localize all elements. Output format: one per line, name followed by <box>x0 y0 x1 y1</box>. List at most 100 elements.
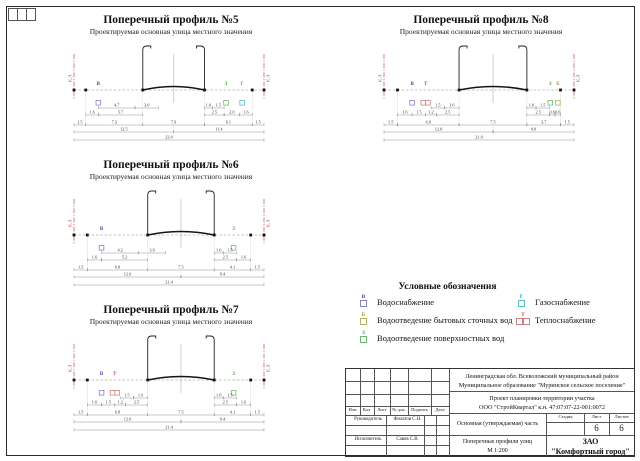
cross-profile-svg: К.Л К.Л В З 4.2 3.0 1.0 1.5 1.6 5.2 2.5 1.6 1.5 6.8 7.… <box>68 190 271 287</box>
stamp-region: Ленинградская обл. Всеволожский муниципа… <box>450 370 634 392</box>
dimension-label: 9.4 <box>220 417 226 422</box>
red-line-label: К.Л <box>576 75 581 82</box>
legend-letter: В <box>361 294 366 300</box>
dimension-label: 2.5 <box>212 110 217 115</box>
stamp-col-data: Дата <box>435 407 445 412</box>
water-supply-icon: В <box>357 294 370 307</box>
dimension-label: 6.8 <box>426 120 431 125</box>
profile-5-drawing: К.Л К.Л В З Г 4.7 3.0 1.0 1.5 1.6 5.7 2.5 2.0 1.6 1.5 7… <box>66 42 276 153</box>
red-line-label: К.Л <box>68 75 73 82</box>
dimension-label: 6.8 <box>115 410 120 415</box>
dimension-label: 2.5 <box>535 110 540 115</box>
stamp-doc-line1: Поперечные профили улиц <box>462 439 533 445</box>
stamp-role-name: Филатов С.Н. <box>393 417 422 422</box>
profile-6-title: Поперечный профиль №6 <box>103 159 239 171</box>
drawing-frame <box>6 6 635 456</box>
stamp-org-line1: ЗАО <box>582 437 599 446</box>
stamp-sheet-value: 6 <box>594 423 599 433</box>
dimension-label: 1.5 <box>255 120 260 125</box>
dimension-label: 7.3 <box>112 120 117 125</box>
profile-5-title: Поперечный профиль №5 <box>103 14 239 26</box>
utility-letter: В <box>410 82 414 87</box>
stamp-sheets-header: Листов <box>614 414 629 419</box>
legend-letter: Т <box>521 312 525 318</box>
dimension-label: 1.0 <box>216 393 221 398</box>
utility-letter: З <box>225 82 228 87</box>
stamp-organization: ЗАО "Комфортный город" <box>547 436 634 457</box>
dimension-label: 1.5 <box>388 120 393 125</box>
profile-block-7: Поперечный профиль №7 Проектируемая осно… <box>66 304 276 443</box>
stamp-doc-scale: М 1:200 <box>487 448 508 454</box>
legend-item-surface-drainage: З Водоотведение поверхностных вод <box>357 330 504 343</box>
dimension-label: 2.5 <box>445 110 450 115</box>
utility-square-icon <box>547 100 553 106</box>
stamp-col-kol: Кол. <box>362 407 372 412</box>
utility-letter: Г <box>241 82 244 87</box>
dimension-label: 12.0 <box>124 417 132 422</box>
dimension-label: 2.5 <box>223 400 228 405</box>
dimension-label: 1.5 <box>216 103 221 108</box>
utility-letter: Б <box>556 82 560 87</box>
profile-block-6: Поперечный профиль №6 Проектируемая осно… <box>66 159 276 298</box>
dimension-label: 1.5 <box>106 400 111 405</box>
dimension-label: 7.5 <box>178 265 183 270</box>
utility-letter: З <box>232 372 235 377</box>
legend-item-domestic-sewage: Б Водоотведение бытовых сточных вод <box>357 312 512 325</box>
utility-square-icon <box>223 100 229 106</box>
profile-7-title: Поперечный профиль №7 <box>103 304 239 316</box>
dimension-label: 4.1 <box>230 265 235 270</box>
dimension-label: 1.0 <box>216 248 221 253</box>
utility-letter: З <box>232 227 235 232</box>
stamp-project-line1: Проект планировки территории участка <box>489 395 595 402</box>
stamp-role-name: Савов С.В. <box>396 437 419 442</box>
utility-letter: В <box>100 227 104 232</box>
dimension-label: 1.5 <box>78 265 83 270</box>
surface-drainage-icon: З <box>357 330 370 343</box>
dimension-label: 1.5 <box>255 410 260 415</box>
utility-square-icon <box>98 245 105 251</box>
profile-7-subtitle: Проектируемая основная улица местного зн… <box>89 317 253 326</box>
red-line-label: К.Л <box>378 75 383 82</box>
corner-mark <box>8 8 36 21</box>
dimension-label: 1.5 <box>565 120 570 125</box>
legend-item-water: В Водоснабжение <box>357 294 434 307</box>
dimension-label: 12.5 <box>120 127 128 132</box>
dimension-label: 6.8 <box>115 265 120 270</box>
utility-letter: Т <box>424 82 428 87</box>
dimension-label: 12.0 <box>435 127 443 132</box>
dimension-label: 1.6 <box>92 400 98 405</box>
dimension-label: 1.6 <box>92 255 98 260</box>
dimension-label: 1.5 <box>435 103 440 108</box>
dimension-label: 3.0 <box>149 248 154 253</box>
dimension-label: 1.5 <box>77 120 82 125</box>
dimension-label: 11.4 <box>215 127 223 132</box>
dimension-label: 1.5 <box>227 248 232 253</box>
stamp-region-line2: Муниципальное образование "Муринское сел… <box>458 382 626 389</box>
legend-letter: Г <box>519 294 524 300</box>
legend-item-heat: Т Теплоснабжение <box>515 312 596 325</box>
dimension-label: 0.6 <box>550 110 556 115</box>
title-block: Изм. Кол. Лист № док. Подпись Дата Руков… <box>345 368 635 457</box>
profile-5-subtitle: Проектируемая основная улица местного зн… <box>89 27 253 36</box>
dimension-label: 1.5 <box>124 393 129 398</box>
legend-title: Условные обозначения <box>398 282 497 292</box>
dimension-label: 4.7 <box>114 103 120 108</box>
legend-letter: З <box>362 330 365 336</box>
heat-supply-icon <box>109 390 120 396</box>
dimension-label: 12.0 <box>124 272 132 277</box>
dimension-label: 1.5 <box>416 110 421 115</box>
stamp-col-doc: № док. <box>392 407 406 412</box>
dimension-label: 2.5 <box>223 255 228 260</box>
dimension-label: 2.5 <box>134 400 139 405</box>
profile-7-drawing: К.Л К.Л В Т З 1.5 1.6 1.0 1.5 1.6 1.5 1.2 2.5 2.5 1.6 1… <box>66 332 276 443</box>
red-line-label: К.Л <box>68 220 73 227</box>
dimension-label: 1.6 <box>138 393 144 398</box>
gas-supply-icon: Г <box>515 294 528 307</box>
dimension-label: 5.7 <box>118 110 124 115</box>
stamp-region-line1: Ленинградская обл. Всеволожский муниципа… <box>465 373 619 380</box>
stamp-doc-title: Поперечные профили улиц М 1:200 <box>450 436 545 458</box>
dimension-label: 5.2 <box>122 255 127 260</box>
stamp-role-label: Руководитель <box>354 417 382 422</box>
stamp-sheet-header: Лист <box>591 414 602 419</box>
profile-block-8: Поперечный профиль №8 Проектируемая осно… <box>376 14 586 153</box>
